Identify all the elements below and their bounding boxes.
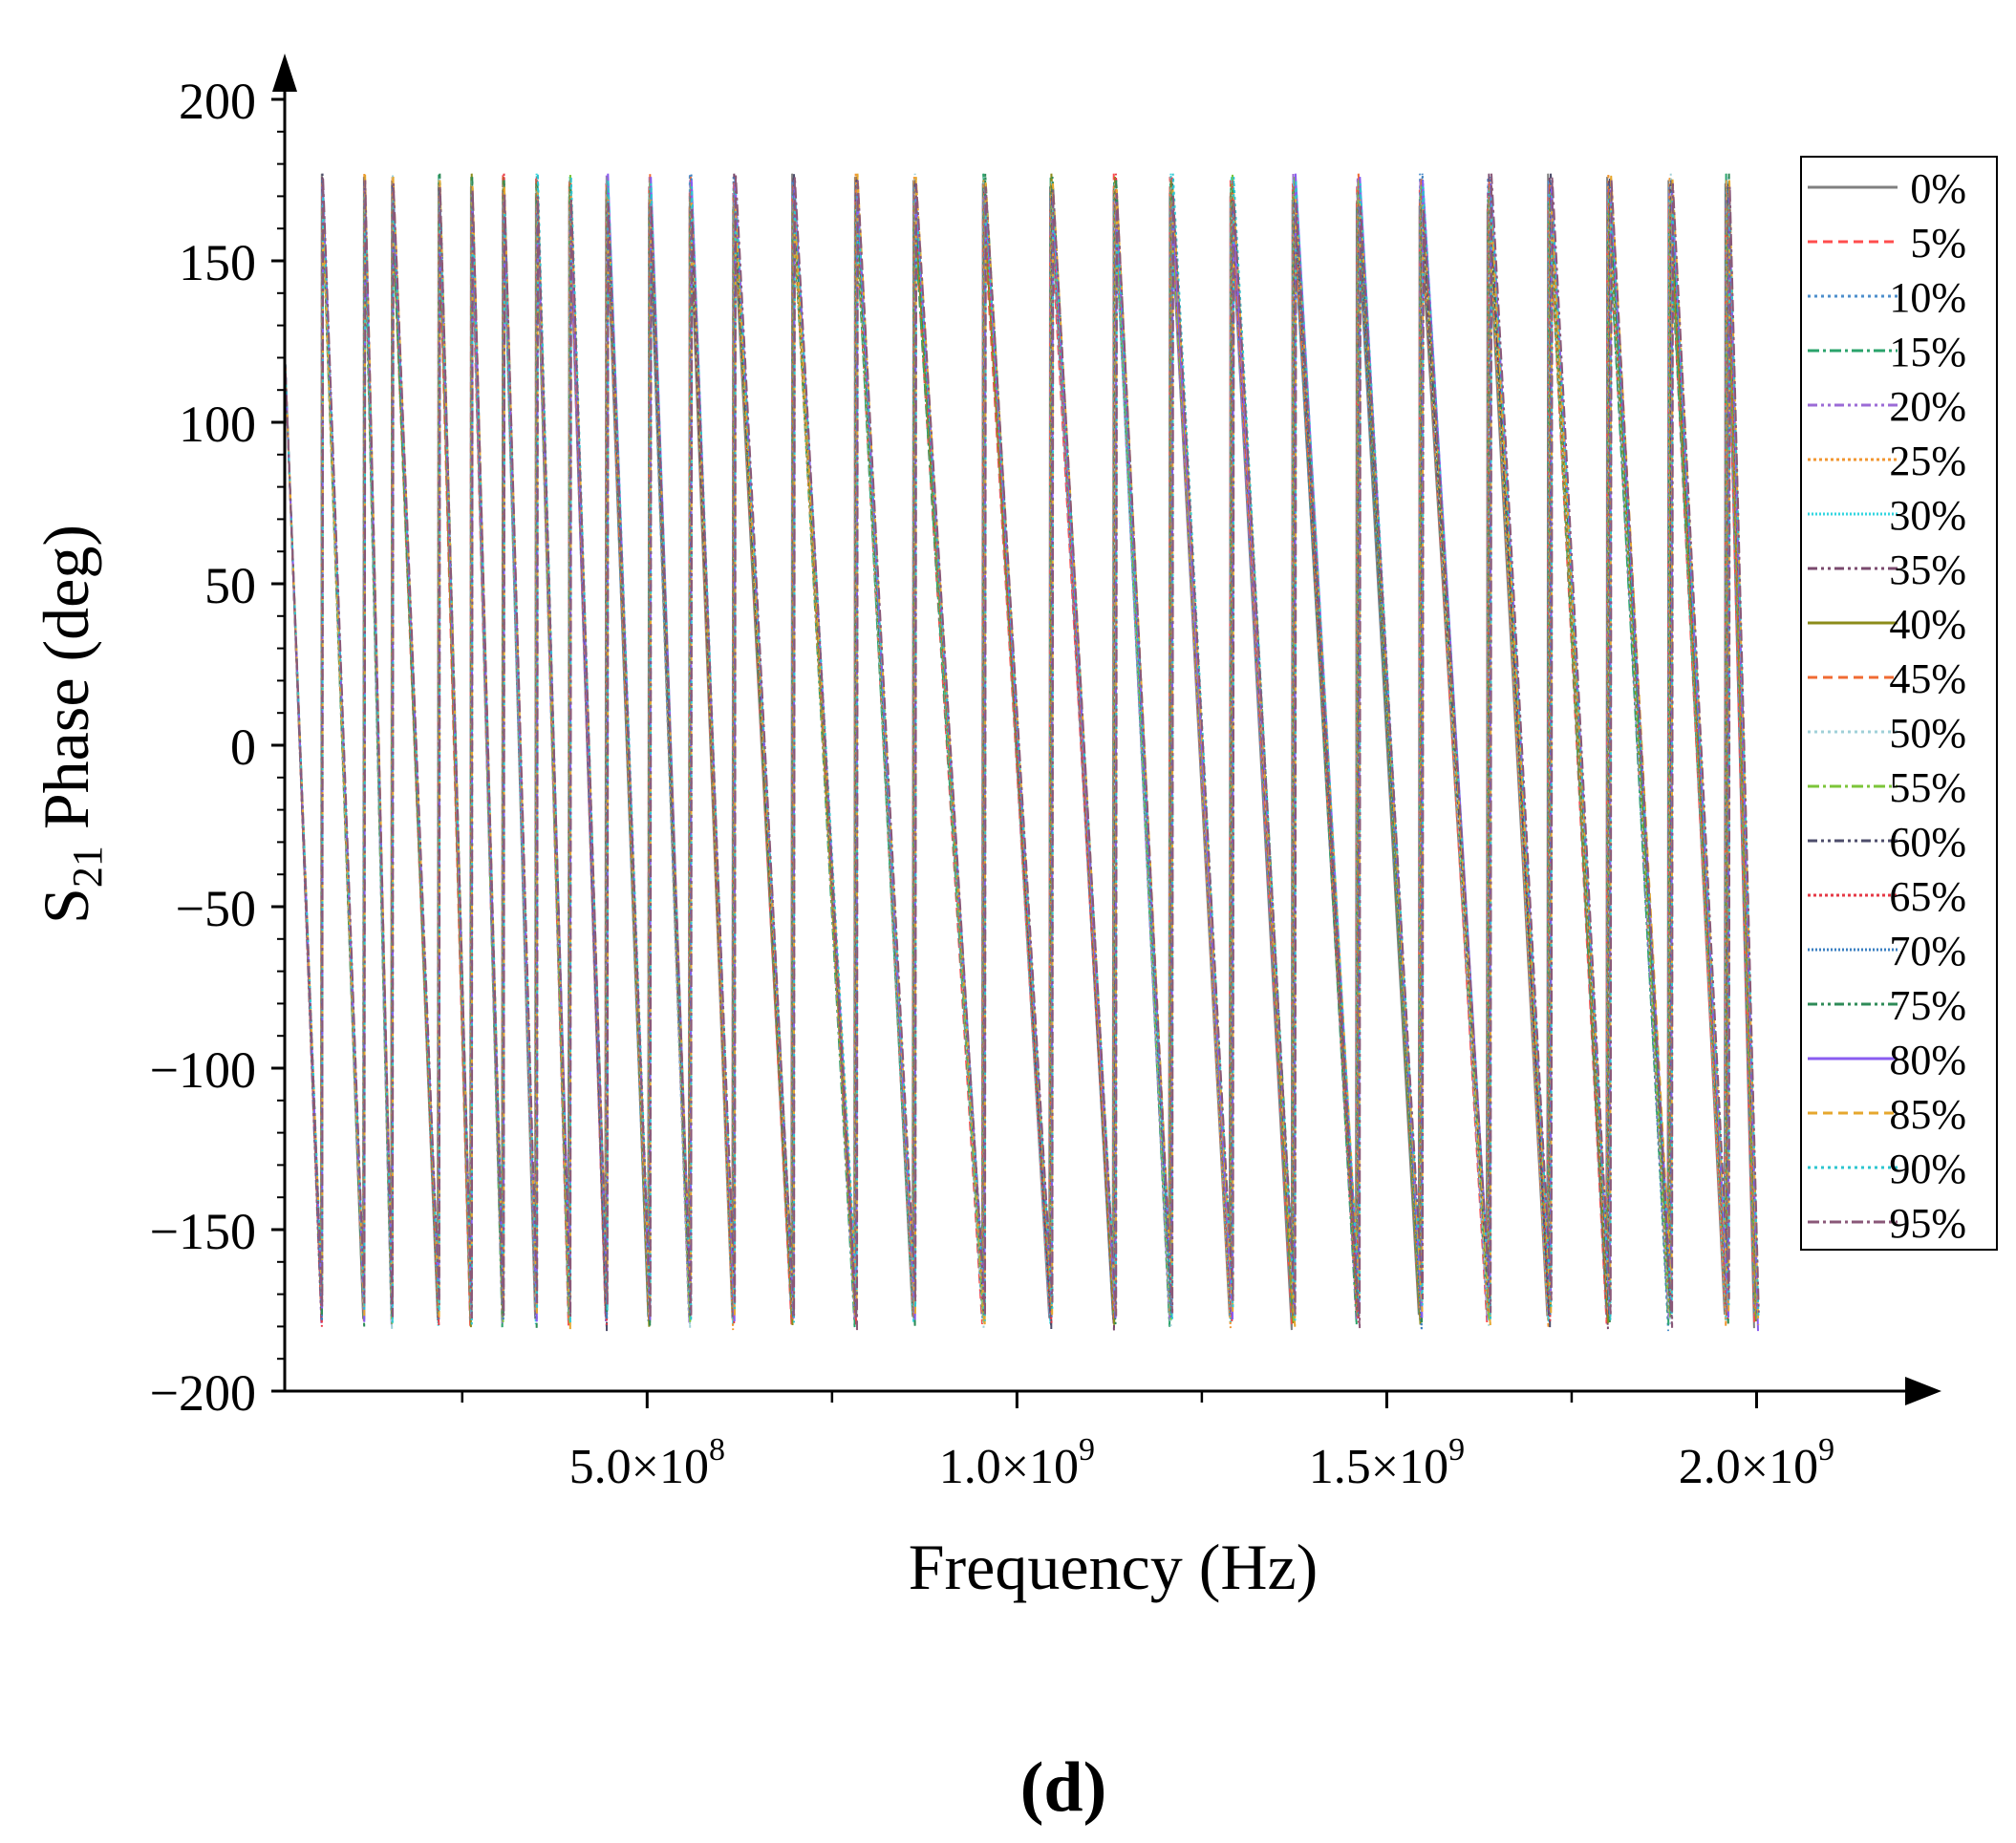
x-tick-label-0: 5.0×108	[569, 1432, 725, 1494]
y-tick-label-3: 50	[204, 557, 256, 614]
series-line-85%	[284, 173, 1760, 1330]
legend-label-17: 85%	[1889, 1091, 1966, 1138]
x-axis-arrow	[1905, 1377, 1941, 1405]
x-tick-mantissa-0: 5.0×10	[569, 1440, 709, 1494]
legend-label-3: 15%	[1889, 329, 1966, 375]
series-line-30%	[284, 173, 1757, 1326]
series-line-65%	[284, 173, 1759, 1327]
x-axis-label: Frequency (Hz)	[909, 1531, 1319, 1603]
legend-label-8: 40%	[1889, 601, 1966, 648]
y-axis-arrow	[272, 54, 297, 92]
x-tick-mantissa-1: 1.0×10	[939, 1440, 1079, 1494]
x-tick-mantissa-2: 1.5×10	[1309, 1440, 1448, 1494]
y-tick-label-7: −150	[150, 1203, 256, 1260]
x-tick-label-1: 1.0×109	[939, 1432, 1095, 1494]
legend-label-9: 45%	[1889, 655, 1966, 702]
y-tick-label-2: 100	[179, 396, 256, 453]
legend-label-5: 25%	[1889, 438, 1966, 484]
series-line-80%	[284, 173, 1759, 1332]
legend-label-13: 65%	[1889, 873, 1966, 920]
x-tick-exp-3: 9	[1818, 1432, 1834, 1468]
legend-label-7: 35%	[1889, 546, 1966, 593]
legend-label-0: 0%	[1910, 165, 1966, 212]
legend-label-15: 75%	[1889, 982, 1966, 1029]
x-tick-exp-0: 8	[709, 1432, 725, 1468]
series-line-55%	[284, 173, 1758, 1324]
axes	[272, 54, 1941, 1405]
series-line-60%	[284, 173, 1758, 1332]
legend-box	[1800, 156, 1998, 1251]
y-tick-label-4: 0	[230, 718, 256, 776]
legend-label-18: 90%	[1889, 1146, 1966, 1192]
y-axis-label-rest: Phase (deg)	[30, 525, 102, 846]
legend-label-19: 95%	[1889, 1200, 1966, 1247]
x-tick-mantissa-3: 2.0×10	[1679, 1440, 1818, 1494]
x-ticks: 5.0×108 1.0×109 1.5×109 2.0×109	[461, 1391, 1834, 1494]
legend-label-1: 5%	[1910, 220, 1966, 267]
legend: 0% 5% 10% 15% 20% 25% 30% 35% 40% 45% 50% 55% 60% 65%…	[1800, 156, 1998, 1251]
y-tick-label-0: 200	[179, 73, 256, 130]
legend-label-11: 55%	[1889, 764, 1966, 811]
x-tick-exp-1: 9	[1079, 1432, 1095, 1468]
y-axis-label-sub: 21	[64, 846, 111, 888]
series-line-75%	[284, 173, 1759, 1329]
y-tick-label-8: −200	[150, 1364, 256, 1422]
legend-label-4: 20%	[1889, 383, 1966, 430]
x-tick-label-3: 2.0×109	[1679, 1432, 1834, 1494]
series-line-95%	[284, 173, 1760, 1331]
series-line-45%	[284, 173, 1758, 1323]
x-tick-label-2: 1.5×109	[1309, 1432, 1465, 1494]
y-axis-label-base: S	[30, 888, 102, 924]
y-tick-label-1: 150	[179, 234, 256, 291]
legend-label-6: 30%	[1889, 492, 1966, 539]
legend-label-2: 10%	[1889, 274, 1966, 321]
series-line-50%	[284, 173, 1758, 1331]
legend-label-14: 70%	[1889, 928, 1966, 975]
legend-label-10: 50%	[1889, 710, 1966, 757]
figure-label: (d)	[1020, 1748, 1106, 1827]
y-axis-label: S21 Phase (deg)	[30, 525, 111, 924]
legend-label-16: 80%	[1889, 1037, 1966, 1083]
y-tick-label-5: −50	[176, 880, 256, 937]
x-tick-exp-2: 9	[1448, 1432, 1465, 1468]
y-ticks: 200 150 100 50 0 −50 −100 −150 −200	[150, 73, 285, 1422]
series-line-70%	[284, 173, 1759, 1331]
legend-label-12: 60%	[1889, 819, 1966, 866]
series-layer	[284, 173, 1760, 1332]
y-tick-label-6: −100	[150, 1041, 256, 1099]
